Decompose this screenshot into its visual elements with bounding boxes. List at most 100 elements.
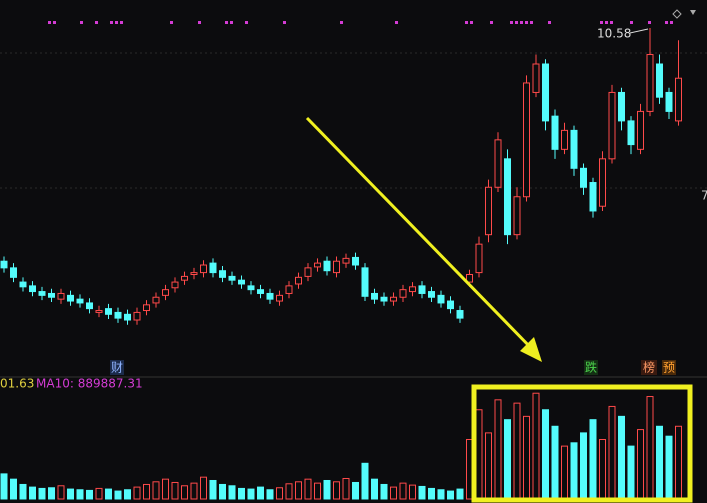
- peak-label: 10.58: [597, 27, 631, 41]
- candle-body: [247, 285, 255, 291]
- candle-body: [504, 158, 511, 236]
- candle-body: [67, 294, 74, 302]
- candle-body: [352, 256, 359, 266]
- volume-bar: [57, 485, 65, 500]
- candle-body: [190, 272, 198, 275]
- candle-body: [399, 289, 407, 298]
- candle-body: [285, 285, 293, 294]
- candle-body: [228, 275, 236, 281]
- candle-body: [485, 186, 492, 236]
- volume-bar: [504, 419, 511, 500]
- candle-body: [532, 63, 540, 93]
- candle-body: [551, 115, 559, 150]
- candle-body: [656, 63, 663, 98]
- volume-bar: [48, 487, 55, 500]
- volume-bar: [551, 425, 559, 500]
- volume-bar: [247, 488, 255, 500]
- candle-body: [561, 129, 568, 150]
- volume-bar: [19, 483, 27, 500]
- candle-body: [646, 54, 654, 112]
- ma10-label: MA10: 889887.31: [36, 377, 143, 391]
- candle-body: [276, 294, 283, 302]
- volume-bar: [276, 487, 283, 500]
- volume-bar: [295, 481, 302, 500]
- volume-bar: [171, 481, 179, 500]
- volume-bar: [342, 478, 350, 500]
- volume-bar: [209, 479, 217, 500]
- volume-bar: [10, 478, 17, 500]
- candle-body: [371, 292, 378, 300]
- volume-bar: [494, 399, 502, 500]
- marker-bg: [110, 360, 124, 375]
- candle-body: [418, 285, 426, 294]
- volume-bar: [646, 396, 654, 500]
- peak-arrow: [629, 28, 649, 34]
- candle-body: [57, 292, 65, 300]
- marker-bg: [584, 360, 598, 375]
- candle-body: [171, 281, 179, 289]
- candle-body: [390, 296, 397, 302]
- candle-body: [181, 275, 188, 281]
- volume-bar: [523, 415, 530, 500]
- candle-body: [48, 292, 55, 298]
- volume-bar: [257, 486, 264, 500]
- candle-body: [342, 257, 350, 264]
- annotation-arrowhead: [520, 337, 542, 362]
- candle-body: [219, 270, 226, 278]
- volume-bar: [190, 482, 198, 500]
- candle-body: [238, 279, 245, 285]
- volume-bar: [627, 445, 635, 500]
- candle-body: [608, 91, 616, 160]
- candle-body: [95, 310, 103, 313]
- candle-body: [665, 91, 673, 112]
- volume-bar: [67, 488, 74, 500]
- volume-bar: [447, 490, 454, 500]
- marker: 财: [111, 361, 123, 375]
- candle-body: [304, 267, 312, 277]
- highlight-box: [471, 384, 693, 503]
- marks: [0, 27, 682, 500]
- candle-body: [380, 296, 388, 302]
- axis-label-cut: 7: [701, 189, 707, 203]
- candle-body: [589, 182, 597, 212]
- candle-body: [29, 285, 36, 293]
- candle-body: [361, 267, 369, 297]
- volume-bar: [285, 483, 293, 500]
- candle-body: [114, 311, 122, 319]
- volume-bar: [380, 483, 388, 500]
- candle-body: [675, 77, 682, 122]
- volume-bar: [200, 476, 207, 500]
- volume-bar: [304, 478, 312, 500]
- candle-body: [162, 289, 169, 296]
- volume-bar: [637, 429, 644, 500]
- marker-bg: [662, 360, 676, 375]
- volume-bar: [475, 409, 483, 500]
- volume-bar: [409, 484, 416, 500]
- candle-body: [599, 158, 606, 207]
- volume-bar: [133, 486, 141, 500]
- candle-body: [513, 196, 521, 236]
- volume-bar: [266, 489, 274, 500]
- volume-bar: [0, 473, 8, 500]
- icon: [672, 9, 682, 19]
- volume-bar: [456, 488, 464, 500]
- volume-bar: [618, 415, 625, 500]
- volume-bar: [228, 485, 236, 500]
- volume-bar: [608, 405, 616, 500]
- candle-body: [580, 167, 587, 188]
- volume-bar: [181, 485, 188, 500]
- volume-bar: [114, 490, 122, 500]
- candle-body: [494, 139, 502, 188]
- candle-body: [523, 82, 530, 198]
- candle-body: [105, 308, 112, 315]
- volume-bar: [513, 402, 521, 500]
- volume-bar: [485, 432, 492, 500]
- volume-bar: [162, 478, 169, 500]
- candle-body: [143, 304, 150, 312]
- volume-bar: [580, 432, 587, 500]
- candle-body: [124, 313, 131, 321]
- volume-bar: [95, 487, 103, 500]
- volume-bar: [542, 409, 549, 500]
